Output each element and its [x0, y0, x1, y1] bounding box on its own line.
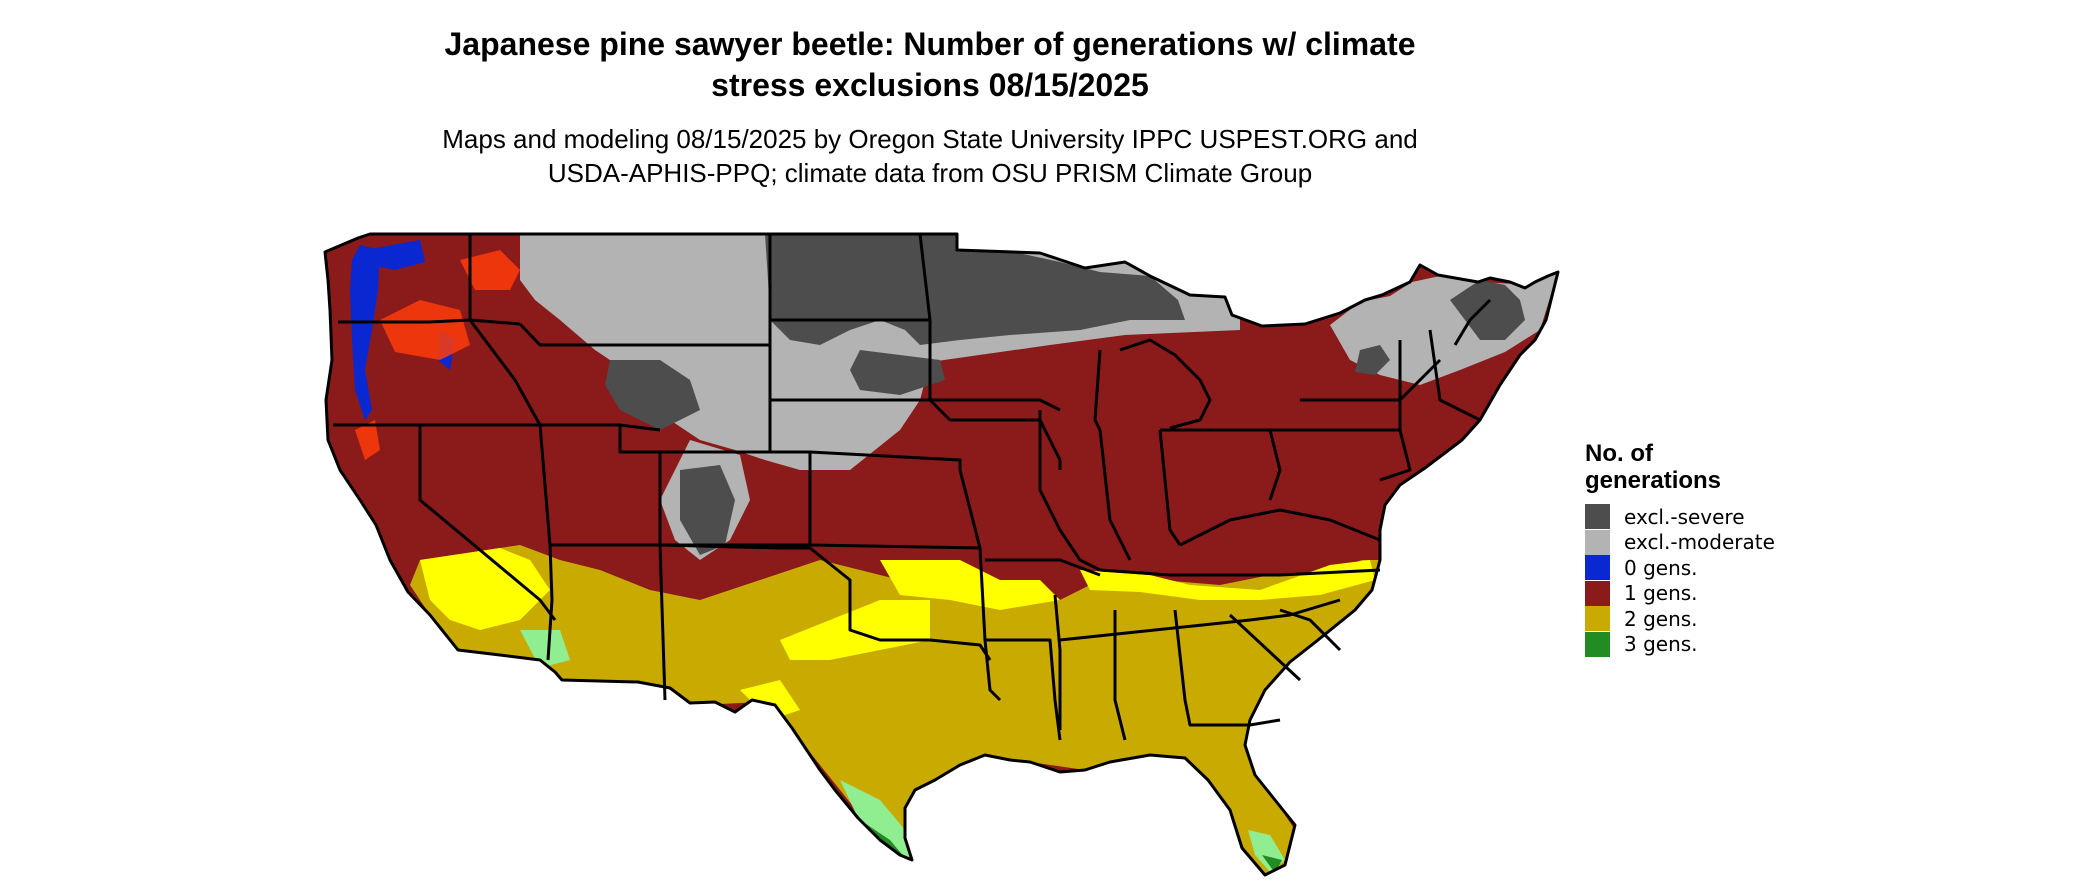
michigan-outline — [1119, 338, 1212, 430]
border-me-nh — [1453, 298, 1492, 346]
subtitle-line-1: Maps and modeling 08/15/2025 by Oregon S… — [442, 124, 1418, 154]
zone-excl-severe-wyoming — [605, 360, 700, 430]
us-outline — [323, 232, 1560, 877]
legend-label: 3 gens. — [1624, 632, 1698, 657]
border-pa-ny-nj — [1270, 428, 1412, 482]
zone-excl-severe-colorado — [680, 465, 735, 555]
border-ms-west — [1053, 594, 1062, 730]
zone-0-gens-cascades — [350, 245, 380, 420]
border-dakotas-mn — [918, 233, 932, 400]
legend-title-line-2: generations — [1585, 467, 1722, 494]
legend: No. of generations excl.-severe excl.-mod… — [1585, 440, 1845, 657]
map-subtitle: Maps and modeling 08/15/2025 by Oregon S… — [0, 122, 1860, 190]
zone-2-gens-light-westtexas — [740, 680, 800, 720]
legend-title-line-1: No. of — [1585, 440, 1653, 467]
zone-excl-severe-maine — [1450, 280, 1525, 340]
border-nv-ut-az — [538, 424, 554, 661]
border-ia-mo — [950, 418, 1062, 470]
legend-label: 2 gens. — [1624, 606, 1698, 631]
border-co — [660, 450, 812, 547]
zone-2-gens-light-tennessee — [1080, 560, 1375, 600]
border-ny-south — [1300, 358, 1442, 402]
border-il-in — [1098, 429, 1132, 561]
legend-swatch — [1585, 504, 1610, 530]
zone-0-gens-washington — [365, 240, 425, 270]
border-ca-nv — [418, 425, 557, 621]
border-ks-ok — [809, 543, 981, 550]
border-nc-sc — [1279, 608, 1342, 652]
subtitle-line-2: USDA-APHIS-PPQ; climate data from OSU PR… — [547, 158, 1313, 188]
border-ne-ks — [809, 450, 962, 470]
border-nh-ma — [1428, 329, 1481, 422]
border-al-ga-fl — [1173, 609, 1281, 727]
border-wi-mi — [1093, 349, 1102, 431]
border-in-oh — [1158, 429, 1182, 546]
zone-2-gens-light-oklahoma — [880, 560, 1060, 610]
legend-swatch — [1585, 631, 1610, 657]
zone-1-gens-light-idaho — [460, 250, 520, 290]
zone-3-gens-light-texas — [840, 780, 910, 858]
zone-2-gens — [410, 545, 1385, 875]
border-az-nm — [658, 544, 667, 701]
legend-swatch — [1585, 580, 1610, 606]
legend-item: excl.-severe — [1585, 504, 1845, 530]
legend-swatch — [1585, 606, 1610, 632]
legend-item: 2 gens. — [1585, 606, 1845, 632]
map-title: Japanese pine sawyer beetle: Number of g… — [0, 24, 1860, 106]
legend-items: excl.-severe excl.-moderate 0 gens. 1 gens.… — [1585, 504, 1845, 657]
legend-label: 0 gens. — [1624, 555, 1698, 580]
border-ar-la — [985, 638, 1062, 741]
border-ut-east — [618, 425, 662, 545]
border-mt-id — [518, 322, 620, 347]
border-ga-sc — [1228, 613, 1302, 682]
border-wa-or — [338, 318, 521, 326]
state-borders — [323, 232, 1560, 877]
legend-label: excl.-moderate — [1624, 530, 1775, 555]
border-oh-pa — [1160, 428, 1282, 501]
generation-zones — [325, 234, 1558, 875]
zone-3-gens-light-arizona — [520, 630, 570, 668]
zone-2-gens-light-socal — [420, 548, 550, 630]
zone-excl-severe-nd — [850, 350, 945, 395]
legend-swatch — [1585, 529, 1610, 555]
border-ky-wv-va — [1179, 508, 1381, 547]
border-mo-ar — [985, 558, 1101, 577]
legend-swatch — [1585, 555, 1610, 581]
legend-item: excl.-moderate — [1585, 529, 1845, 556]
zone-1-gens-light-oregon — [380, 300, 470, 360]
zone-excl-severe-ny — [1355, 345, 1390, 375]
title-line-2: stress exclusions 08/15/2025 — [711, 67, 1149, 103]
border-ms-al — [1113, 610, 1127, 741]
legend-label: excl.-severe — [1624, 504, 1745, 529]
legend-item: 0 gens. — [1585, 555, 1845, 581]
us-map — [300, 225, 1580, 890]
border-id-west — [468, 234, 542, 426]
legend-item: 1 gens. — [1585, 580, 1845, 607]
legend-label: 1 gens. — [1624, 581, 1698, 606]
border-ia-north — [930, 398, 1061, 412]
zone-1-gens-light-california — [355, 420, 380, 460]
border-tn-north — [1099, 568, 1381, 577]
zone-excl-severe-north — [765, 234, 1185, 345]
zone-2-gens-light-texas-north — [780, 600, 930, 660]
legend-item: 3 gens. — [1585, 631, 1845, 658]
legend-title: No. of generations — [1585, 440, 1845, 494]
border-il-west — [1038, 410, 1101, 572]
border-ok-tx — [780, 546, 992, 661]
border-tn-south — [1059, 598, 1341, 642]
title-line-1: Japanese pine sawyer beetle: Number of g… — [444, 26, 1416, 62]
